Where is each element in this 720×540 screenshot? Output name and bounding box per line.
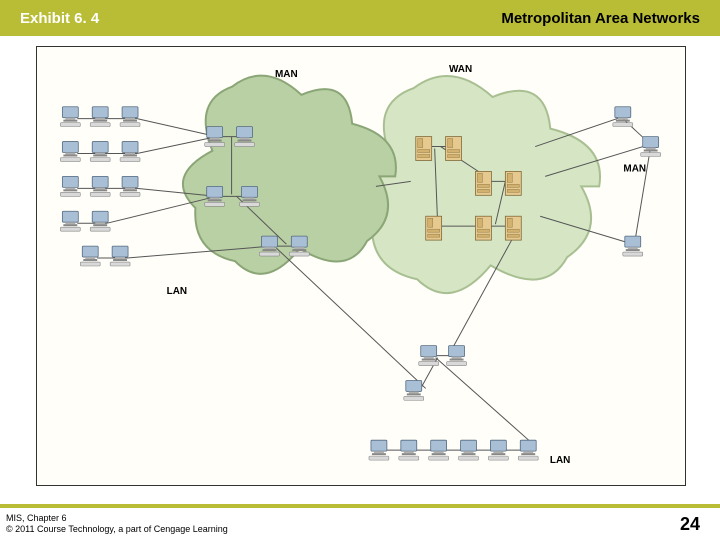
network-cloud [183,76,396,274]
footer-left: MIS, Chapter 6 © 2011 Course Technology,… [6,513,228,535]
server-icon [505,216,521,240]
workstation-icon [240,186,260,206]
network-label: LAN [167,286,187,297]
workstation-icon [404,380,424,400]
workstation-icon [205,127,225,147]
workstation-icon [205,186,225,206]
slide-title: Metropolitan Area Networks [501,10,700,27]
workstation-icon [60,211,80,231]
workstation-icon [613,107,633,127]
workstation-icon [369,440,389,460]
network-diagram: MAN WAN LAN LAN MAN [36,46,686,486]
footer-copyright: © 2011 Course Technology, a part of Ceng… [6,524,228,535]
workstation-icon [60,142,80,162]
workstation-icon [459,440,479,460]
network-label: MAN [275,69,298,80]
diagram-svg: MAN WAN LAN LAN MAN [37,47,685,485]
server-icon [505,171,521,195]
page-number: 24 [680,514,700,535]
network-edge [436,358,534,445]
network-label: LAN [550,455,570,466]
server-icon [426,216,442,240]
server-icon [416,137,432,161]
workstation-icon [120,107,140,127]
workstation-icon [90,142,110,162]
exhibit-number: Exhibit 6. 4 [20,10,99,27]
workstation-icon [289,236,309,256]
workstation-icon [235,127,255,147]
workstation-icon [429,440,449,460]
workstation-icon [488,440,508,460]
workstation-icon [90,107,110,127]
workstation-icon [90,176,110,196]
workstation-icon [80,246,100,266]
server-icon [475,171,491,195]
slide-header: Exhibit 6. 4 Metropolitan Area Networks [0,0,720,36]
workstation-icon [518,440,538,460]
workstation-icon [120,176,140,196]
network-label: MAN [623,163,646,174]
footer-chapter: MIS, Chapter 6 [6,513,228,524]
network-edge [635,147,651,243]
workstation-icon [419,346,439,366]
slide-footer: MIS, Chapter 6 © 2011 Course Technology,… [0,504,720,540]
workstation-icon [120,142,140,162]
network-label: WAN [449,64,472,75]
workstation-icon [641,137,661,157]
workstation-icon [399,440,419,460]
workstation-icon [623,236,643,256]
workstation-icon [90,211,110,231]
server-icon [475,216,491,240]
workstation-icon [60,107,80,127]
workstation-icon [60,176,80,196]
workstation-icon [110,246,130,266]
server-icon [446,137,462,161]
workstation-icon [447,346,467,366]
workstation-icon [259,236,279,256]
